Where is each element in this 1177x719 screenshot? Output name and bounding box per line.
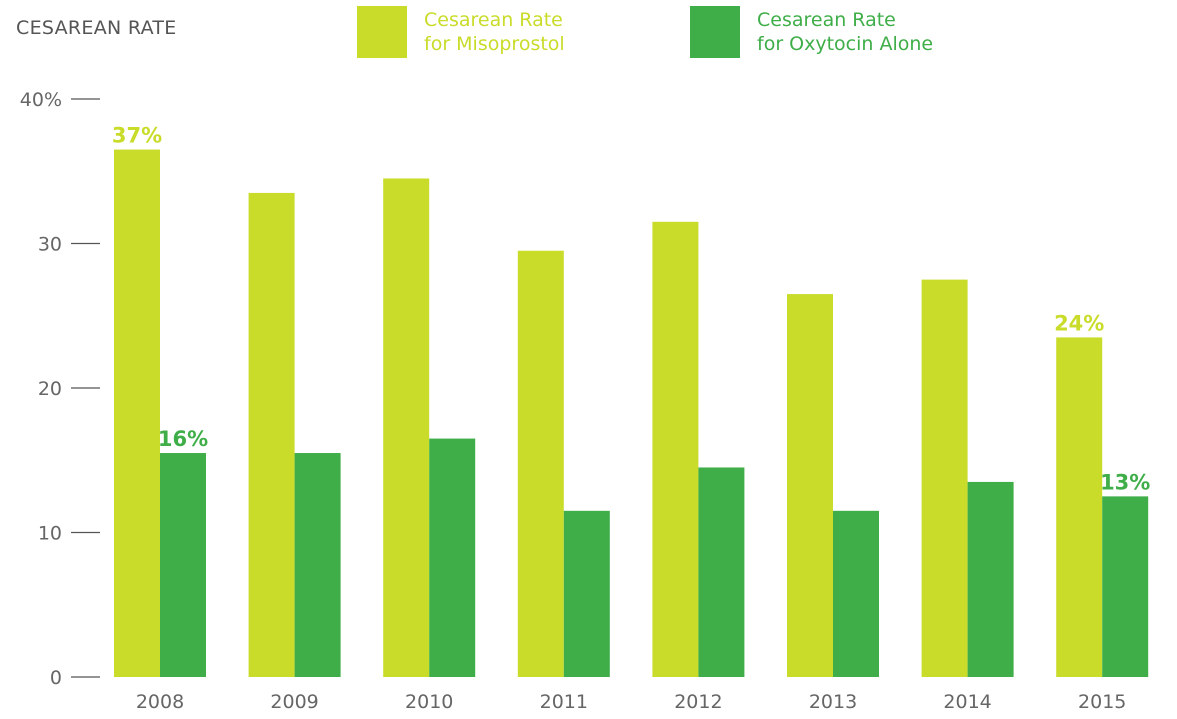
bar-misoprostol-2012 (652, 221, 699, 677)
x-tick-label: 2015 (1078, 691, 1126, 713)
bar-misoprostol-2014 (921, 279, 968, 677)
x-tick-label: 2013 (809, 691, 857, 713)
bar-oxytocin-2014 (967, 481, 1014, 677)
legend-label-oxytocin: Cesarean Rate for Oxytocin Alone (757, 8, 1017, 56)
x-tick-label: 2014 (943, 691, 991, 713)
y-tick-label: 40% (20, 89, 62, 111)
bar-oxytocin-2008 (160, 453, 206, 677)
data-label: 37% (112, 124, 162, 148)
bar-oxytocin-2009 (294, 453, 341, 677)
x-tick-label: 2009 (270, 691, 318, 713)
bar-oxytocin-2011 (563, 510, 610, 677)
bar-misoprostol-2013 (787, 294, 833, 677)
bar-misoprostol-2009 (248, 192, 295, 678)
bar-oxytocin-2015 (1102, 496, 1149, 677)
y-axis-title: CESAREAN RATE (16, 17, 177, 39)
bar-misoprostol-2015 (1056, 337, 1103, 677)
data-label: 13% (1100, 470, 1150, 494)
legend-label-line2: for Oxytocin Alone (757, 33, 934, 55)
x-tick-label: 2012 (674, 691, 722, 713)
x-tick-label: 2011 (540, 691, 588, 713)
data-label: 16% (158, 427, 208, 451)
x-tick-label: 2010 (405, 691, 453, 713)
bar-misoprostol-2010 (383, 178, 430, 677)
y-tick-label: 0 (50, 667, 62, 689)
bar-oxytocin-2010 (429, 438, 476, 677)
bar-oxytocin-2012 (698, 467, 745, 677)
bar-misoprostol-2011 (517, 250, 564, 677)
bar-misoprostol-2008 (114, 149, 160, 677)
y-tick-label: 10 (38, 523, 62, 545)
y-tick-label: 30 (38, 234, 62, 256)
x-tick-label: 2008 (136, 691, 184, 713)
legend-swatch-oxytocin (690, 6, 740, 58)
legend-label-misoprostol: Cesarean Rate for Misoprostol (424, 8, 684, 56)
legend-label-line2: for Misoprostol (424, 33, 565, 55)
data-label: 24% (1054, 311, 1104, 335)
legend-label-line1: Cesarean Rate (424, 9, 563, 31)
legend-label-line1: Cesarean Rate (757, 9, 896, 31)
legend-swatch-misoprostol (357, 6, 407, 58)
y-tick-label: 20 (38, 378, 62, 400)
bar-oxytocin-2013 (833, 510, 879, 677)
